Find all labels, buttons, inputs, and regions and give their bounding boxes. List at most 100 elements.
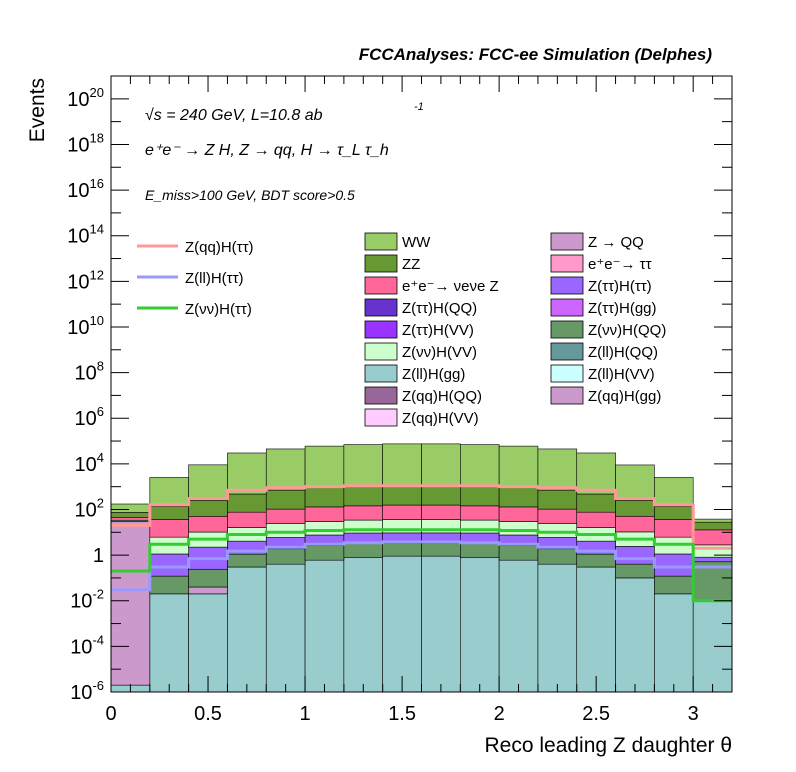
legend-label: Z(ll)H(gg)	[402, 366, 465, 383]
stack-bar	[227, 553, 267, 568]
y-tick-label: 10-6	[70, 678, 104, 704]
stacked-bars	[110, 443, 733, 693]
stack-bar	[460, 542, 500, 558]
lumi-exponent: -1	[414, 101, 424, 113]
stack-bar	[265, 448, 306, 491]
stack-bar	[654, 553, 694, 577]
legend-label: Z(ττ)H(QQ)	[402, 300, 477, 317]
stack-bar	[304, 487, 345, 508]
legend-label: Z(qq)H(VV)	[402, 410, 479, 427]
background-legend-col1: WW ZZ e⁺e⁻→ νeνe Z Z(ττ)H(QQ) Z(ττ)H(VV) Z(νν…	[364, 232, 499, 427]
stack-bar	[537, 448, 578, 491]
stack-bar	[343, 444, 383, 487]
stack-bar	[498, 545, 539, 561]
stack-bar	[498, 506, 539, 522]
stack-bar	[615, 577, 655, 693]
stack-bar	[149, 506, 189, 520]
stack-bar	[654, 477, 694, 507]
legend-label: Z → QQ	[588, 234, 644, 251]
stack-bar	[382, 443, 422, 486]
stack-bar	[421, 542, 461, 557]
legend-swatch	[550, 254, 584, 273]
legend-label: ZZ	[402, 256, 420, 273]
energy-lumi-label: √s = 240 GeV, L=10.8 ab	[145, 107, 323, 124]
y-tick-label: 1018	[67, 130, 104, 156]
legend-label: Z(ττ)H(ττ)	[588, 278, 652, 295]
y-axis-label: Events	[26, 78, 49, 142]
legend-swatch	[364, 276, 398, 295]
stack-bar	[537, 523, 578, 538]
legend-swatch	[364, 364, 398, 383]
legend-swatch	[550, 364, 584, 383]
stack-bar	[460, 557, 500, 693]
stack-bar	[576, 452, 616, 495]
y-tick-label: 1012	[67, 267, 104, 293]
stack-bar	[110, 517, 151, 521]
stack-bar	[576, 493, 616, 513]
stack-bar	[149, 519, 189, 538]
annotations: √s = 240 GeV, L=10.8 ab -1 e⁺e⁻ → Z H, Z…	[145, 101, 424, 203]
legend-swatch	[550, 342, 584, 361]
stack-bar	[615, 500, 655, 517]
stack-bar	[615, 515, 655, 533]
stack-bar	[460, 505, 500, 521]
legend-swatch	[550, 320, 584, 339]
stack-bar	[382, 555, 422, 693]
legend-swatch	[550, 276, 584, 295]
stack-bar	[149, 553, 189, 577]
series-line	[111, 484, 732, 550]
stack-bar	[692, 556, 733, 563]
x-axis: 0 0.5 1 1.5 2 2.5 3	[105, 76, 733, 725]
y-tick-label: 1020	[67, 85, 104, 111]
stack-bar	[188, 568, 228, 588]
stack-bar	[576, 511, 616, 528]
legend-swatch	[550, 386, 584, 405]
stack-bar	[110, 503, 151, 513]
stack-bar	[227, 566, 267, 693]
legend-label: WW	[402, 234, 431, 251]
legend-swatch	[550, 298, 584, 317]
stack-bar	[304, 445, 345, 488]
stack-bar	[227, 452, 267, 495]
stack-bar	[576, 553, 616, 568]
background-legend-col2: Z → QQ e⁺e⁻→ ττ Z(ττ)H(ττ) Z(ττ)H(gg) Z(νν)H…	[550, 232, 666, 405]
stack-bar	[265, 523, 306, 538]
stack-bar	[265, 563, 306, 693]
stack-bar	[498, 559, 539, 693]
stack-bar	[498, 521, 539, 536]
stack-bar	[188, 586, 228, 595]
stack-bar	[227, 511, 267, 528]
stack-bar	[537, 489, 578, 510]
stack-bar	[304, 545, 345, 561]
y-axis: 10-6 10-4 10-2 1 102 104 106 108 1010 1012 1014 101…	[67, 75, 732, 704]
stack-bar	[149, 575, 189, 595]
stack-bar	[537, 508, 578, 524]
legend-label: Z(νν)H(ττ)	[185, 301, 252, 318]
legend-label: Z(qq)H(QQ)	[402, 388, 482, 405]
stack-bar	[537, 563, 578, 693]
y-tick-label: 106	[75, 404, 104, 430]
stack-bar	[654, 506, 694, 520]
stack-bar	[343, 557, 383, 693]
stack-bar	[654, 519, 694, 538]
x-tick-label: 2.5	[582, 703, 610, 725]
stack-bar	[615, 546, 655, 565]
x-tick-label: 3	[688, 703, 699, 725]
stack-bar	[498, 445, 539, 488]
legend-label: Z(ττ)H(gg)	[588, 300, 657, 317]
legend-swatch	[364, 408, 398, 427]
stack-bar	[421, 555, 461, 693]
y-tick-label: 108	[75, 359, 104, 385]
legend-label: Z(νν)H(VV)	[402, 344, 477, 361]
x-tick-label: 0.5	[194, 703, 222, 725]
signal-legend: Z(qq)H(ττ) Z(ll)H(ττ) Z(νν)H(ττ)	[137, 239, 254, 318]
stack-bar	[382, 485, 422, 506]
stack-bar	[498, 487, 539, 508]
stack-bar	[382, 504, 422, 520]
legend-swatch	[364, 320, 398, 339]
stack-bar	[615, 563, 655, 579]
legend-label: Z(ll)H(VV)	[588, 366, 655, 383]
x-tick-label: 1	[300, 703, 311, 725]
stack-bar	[304, 506, 345, 522]
